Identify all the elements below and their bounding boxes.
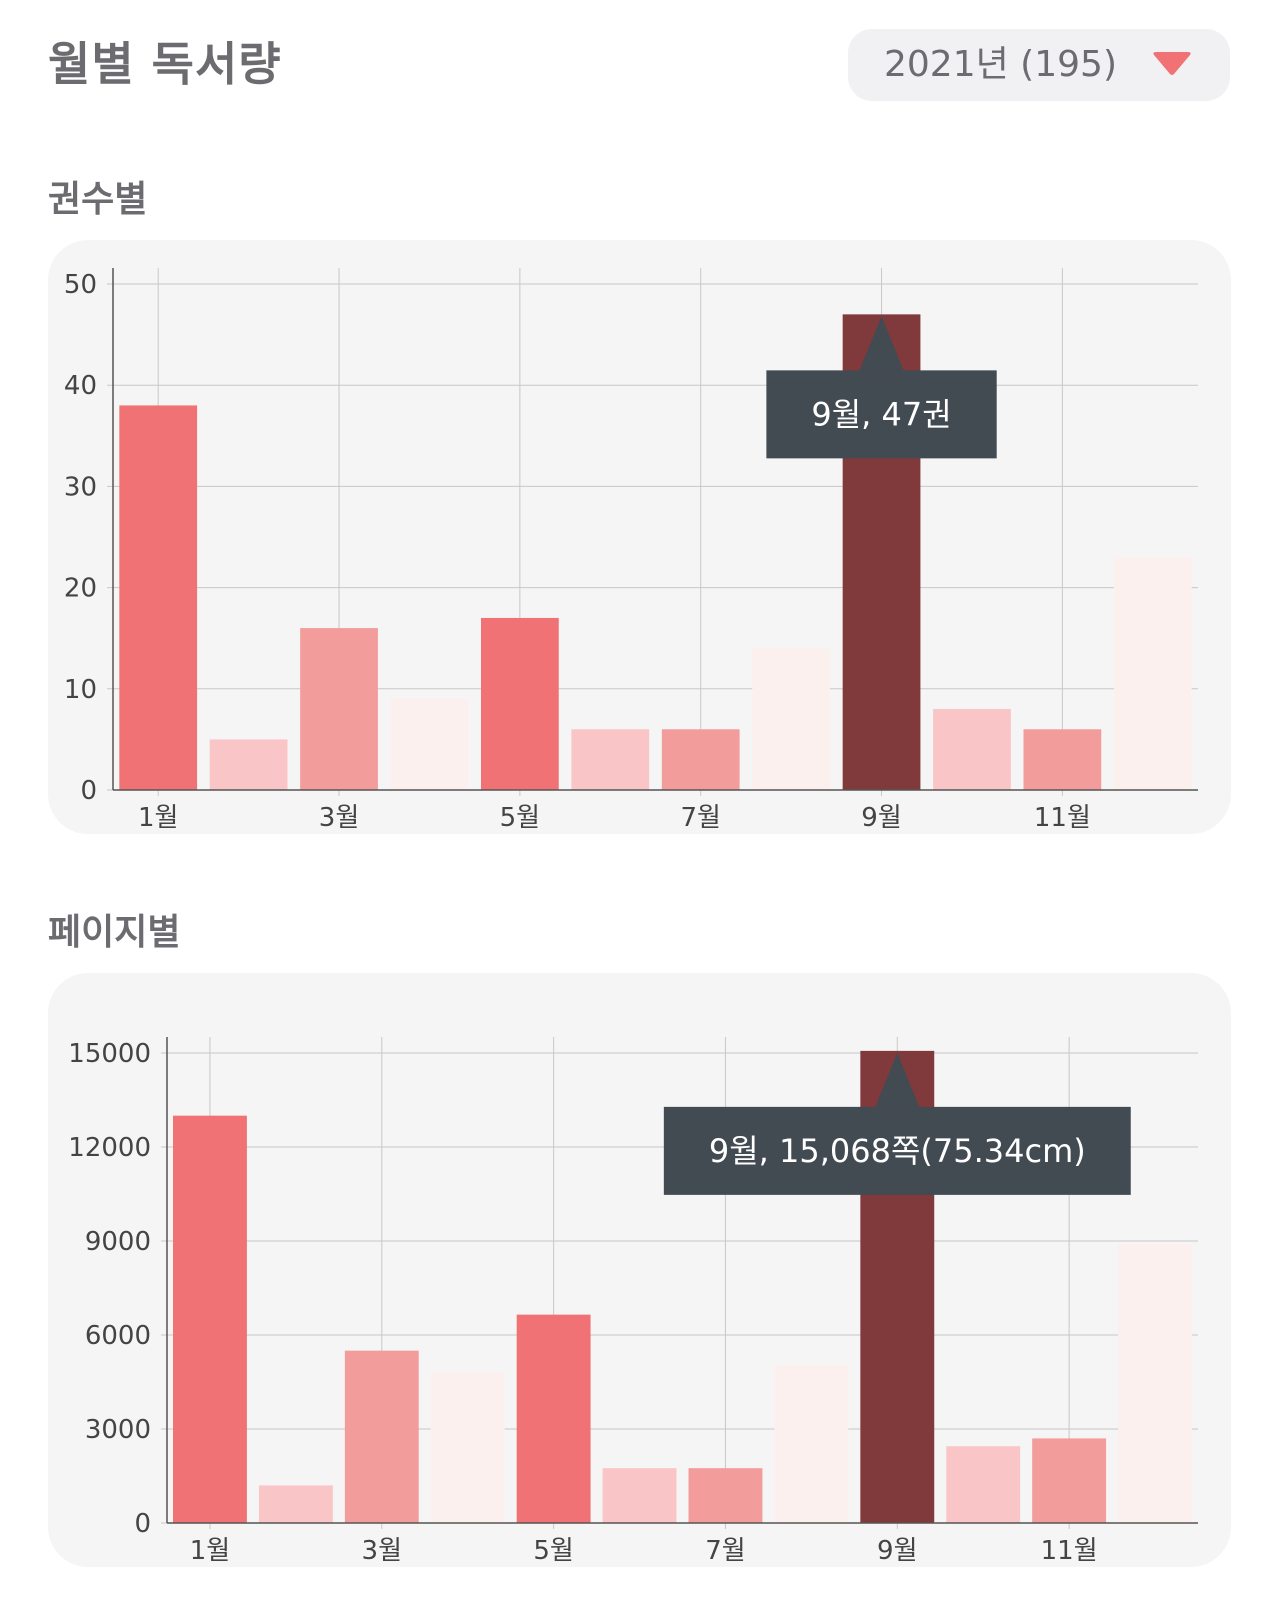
pages-bar-2[interactable] xyxy=(258,1485,333,1523)
books-xtick-label: 7월 xyxy=(680,803,720,833)
pages-bar-chart: 0 3000 6000 9000 12000 15000 1월 3월 5월 7월 9월 11월 9월, … xyxy=(68,1037,1198,1566)
pages-bar-10[interactable] xyxy=(946,1446,1021,1523)
pages-xtick-label: 5월 xyxy=(533,1536,573,1566)
books-bar-8[interactable] xyxy=(752,648,831,790)
books-bar-4[interactable] xyxy=(390,698,469,790)
books-xtick-label: 3월 xyxy=(319,803,359,833)
pages-xtick-label: 7월 xyxy=(705,1536,745,1566)
books-section-title: 권수별 xyxy=(48,179,148,220)
books-bar-1[interactable] xyxy=(119,405,198,790)
books-bar-chart: 0 10 20 30 40 50 1월 3월 5월 7월 9월 11월 9월, 47권 xyxy=(64,268,1198,833)
books-tooltip: 9월, 47권 xyxy=(766,316,997,459)
books-ytick-label: 20 xyxy=(64,574,97,604)
books-ytick-label: 0 xyxy=(80,776,97,806)
pages-bar-4[interactable] xyxy=(430,1372,505,1523)
page-title: 월별 독서량 xyxy=(48,37,282,91)
year-select-label: 2021년 (195) xyxy=(884,44,1117,85)
pages-chart-card: 0 3000 6000 9000 12000 15000 1월 3월 5월 7월 9월 11월 9월, … xyxy=(48,973,1231,1567)
pages-xtick-label: 3월 xyxy=(362,1536,402,1566)
pages-bar-12[interactable] xyxy=(1118,1244,1192,1523)
books-tooltip-box xyxy=(766,370,997,459)
pages-tooltip-text: 9월, 15,068쪽(75.34cm) xyxy=(709,1132,1086,1170)
books-ytick-label: 50 xyxy=(64,270,97,300)
books-bar-2[interactable] xyxy=(209,739,288,790)
books-xtick-label: 5월 xyxy=(500,803,540,833)
pages-ytick-label: 6000 xyxy=(85,1321,151,1351)
pages-section-title: 페이지별 xyxy=(48,912,181,953)
books-ytick-label: 40 xyxy=(64,371,97,401)
pages-bar-8[interactable] xyxy=(774,1364,849,1523)
books-tooltip-pointer xyxy=(859,316,904,371)
pages-xtick-label: 1월 xyxy=(190,1536,230,1566)
pages-ytick-label: 3000 xyxy=(85,1415,151,1445)
chevron-down-icon[interactable] xyxy=(1152,52,1192,78)
pages-bar-3[interactable] xyxy=(344,1350,419,1523)
books-bar-6[interactable] xyxy=(571,729,650,790)
pages-xtick-label: 9월 xyxy=(877,1536,917,1566)
books-ytick-label: 10 xyxy=(64,675,97,705)
books-chart-card: 0 10 20 30 40 50 1월 3월 5월 7월 9월 11월 9월, 47권 xyxy=(48,240,1231,834)
pages-ytick-label: 9000 xyxy=(85,1227,151,1257)
books-bar-7[interactable] xyxy=(661,729,740,790)
books-bar-3[interactable] xyxy=(300,628,378,790)
books-xtick-label: 9월 xyxy=(861,803,901,833)
pages-ytick-label: 0 xyxy=(134,1509,151,1539)
pages-xtick-label: 11월 xyxy=(1041,1536,1098,1566)
pages-tooltip: 9월, 15,068쪽(75.34cm) xyxy=(663,1052,1131,1195)
books-bar-5[interactable] xyxy=(480,617,559,790)
books-ytick-label: 30 xyxy=(64,472,97,502)
books-xtick-label: 1월 xyxy=(138,803,178,833)
books-bar-12[interactable] xyxy=(1113,557,1192,790)
pages-bar-11[interactable] xyxy=(1032,1438,1107,1523)
pages-bar-6[interactable] xyxy=(602,1468,677,1523)
pages-bar-7[interactable] xyxy=(688,1468,763,1523)
pages-ytick-label: 12000 xyxy=(68,1133,151,1163)
pages-bar-5[interactable] xyxy=(516,1314,591,1523)
books-bar-11[interactable] xyxy=(1023,729,1102,790)
books-bar-10[interactable] xyxy=(933,709,1011,790)
pages-tooltip-pointer xyxy=(875,1052,920,1107)
books-xtick-label: 11월 xyxy=(1034,803,1091,833)
books-tooltip-text: 9월, 47권 xyxy=(811,395,951,433)
pages-ytick-label: 15000 xyxy=(68,1039,151,1069)
pages-tooltip-box xyxy=(663,1106,1131,1195)
pages-bar-1[interactable] xyxy=(173,1115,247,1523)
